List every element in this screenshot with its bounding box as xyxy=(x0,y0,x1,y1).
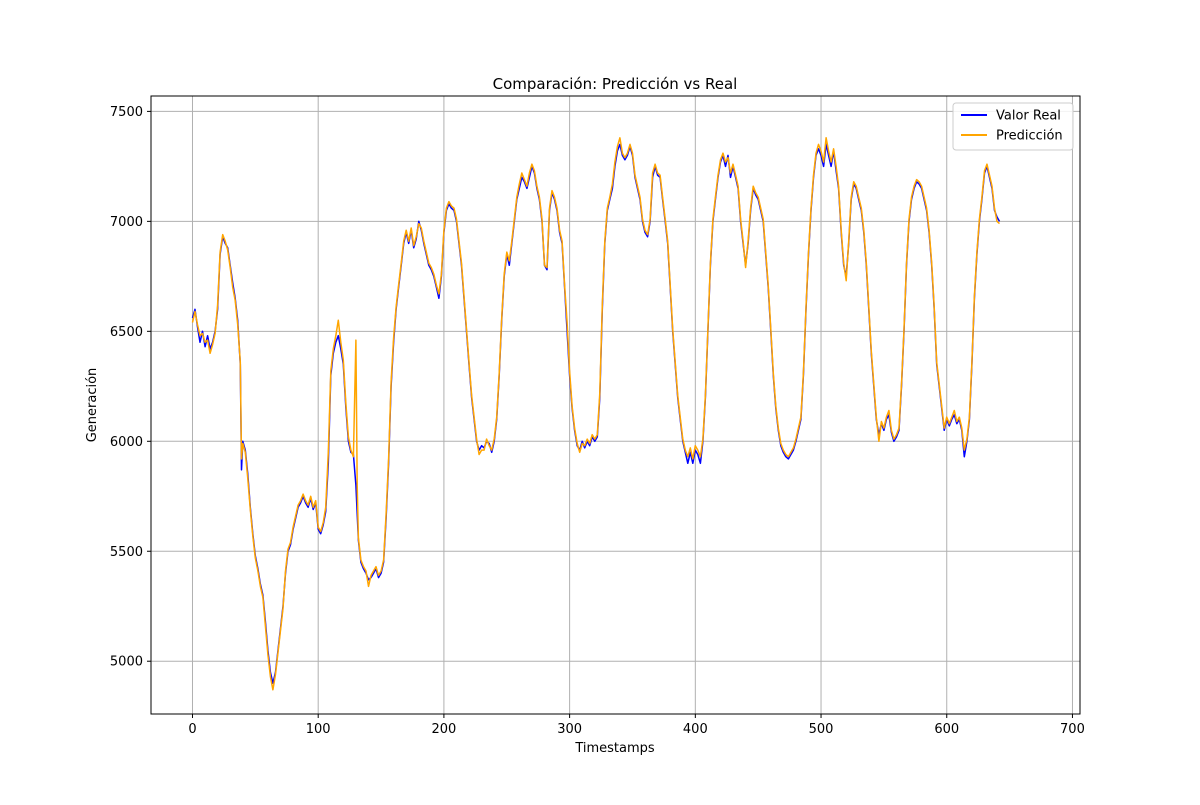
y-tick-label: 5500 xyxy=(110,545,143,560)
legend: Valor Real Predicción xyxy=(952,102,1074,151)
y-axis-label: Generación xyxy=(85,368,100,443)
plot-area-frame xyxy=(150,95,1081,715)
x-tick-label: 0 xyxy=(188,722,196,737)
y-tick-label: 6000 xyxy=(110,435,143,450)
legend-label: Predicción xyxy=(996,129,1063,144)
x-axis-label: Timestamps xyxy=(574,741,655,756)
legend-label: Valor Real xyxy=(996,109,1061,124)
x-tick-label: 500 xyxy=(809,722,834,737)
series-layer xyxy=(191,137,1001,691)
x-tick-label: 200 xyxy=(431,722,456,737)
x-tick-label: 700 xyxy=(1060,722,1085,737)
y-tick-label: 7500 xyxy=(110,105,143,120)
grid-layer xyxy=(151,96,1080,714)
y-tick-label: 5000 xyxy=(110,655,143,670)
x-tick-label: 600 xyxy=(934,722,959,737)
x-tick-label: 400 xyxy=(683,722,708,737)
series-line-prediccion xyxy=(191,137,1000,691)
x-tick-label: 100 xyxy=(306,722,331,737)
y-tick-label: 7000 xyxy=(110,215,143,230)
x-tick-label: 300 xyxy=(557,722,582,737)
chart-title: Comparación: Predicción vs Real xyxy=(493,75,738,93)
axis-layer: 0 100 200 300 400 500 600 700 5000 5500 6000 6500 70… xyxy=(110,105,1085,737)
y-tick-label: 6500 xyxy=(110,325,143,340)
